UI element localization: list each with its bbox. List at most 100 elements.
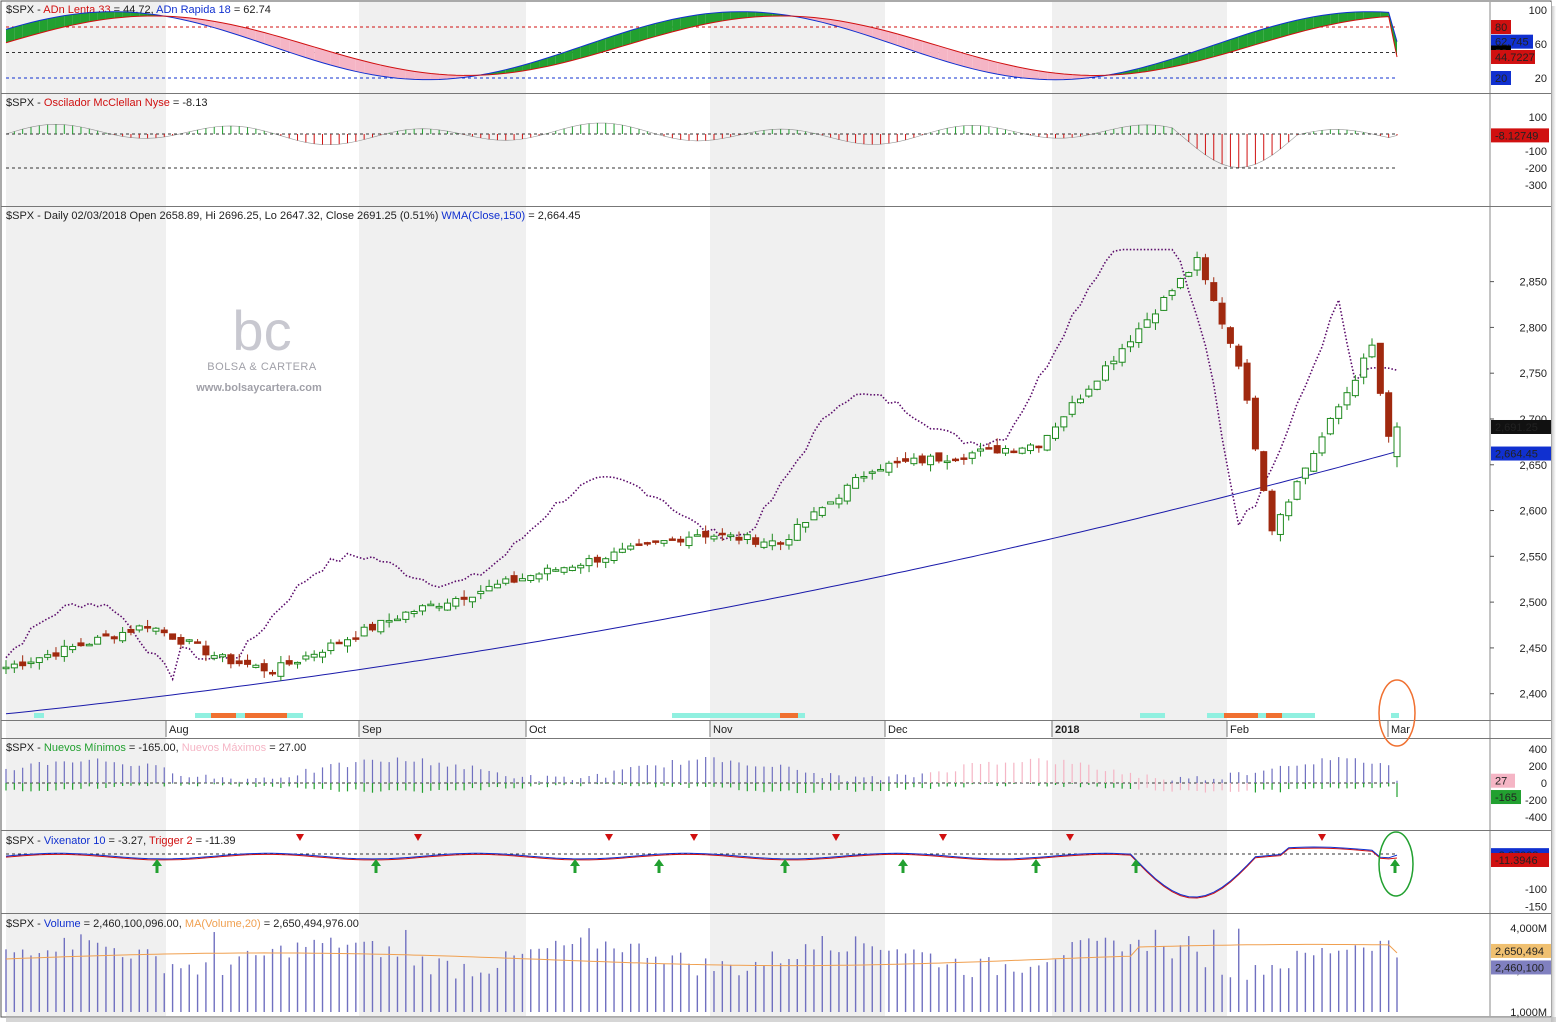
sell-arrow xyxy=(1066,834,1074,841)
candle-body xyxy=(877,468,885,472)
adn-fill xyxy=(863,25,873,38)
candle-body xyxy=(777,542,785,545)
nuevos-tick-label: -400 xyxy=(1525,812,1547,824)
candle-body xyxy=(1201,257,1209,281)
candle-body xyxy=(1235,345,1243,367)
candle-body xyxy=(169,633,177,640)
frame-shadow-right xyxy=(1551,6,1556,1022)
adn-fill xyxy=(655,21,665,37)
candle-body xyxy=(235,660,243,665)
candle-body xyxy=(252,664,260,668)
candle-body xyxy=(735,536,743,541)
price-tick-label: 2,650 xyxy=(1519,460,1547,472)
adn-fill xyxy=(547,55,556,67)
candle-body xyxy=(793,523,801,541)
vixenator-line xyxy=(5,846,1398,898)
candle-body xyxy=(360,626,368,637)
adn-fill xyxy=(680,16,690,30)
adn-fill xyxy=(55,15,65,29)
nuevos-tick-label: -200 xyxy=(1525,795,1547,807)
candle-body xyxy=(10,663,18,669)
adn-fill xyxy=(339,54,348,70)
adn-fill xyxy=(738,11,748,19)
candle-body xyxy=(1276,514,1284,535)
candle-body xyxy=(1310,453,1318,472)
price-tick-label: 2,800 xyxy=(1519,322,1547,334)
adn-fill xyxy=(22,22,31,38)
highlight-ellipse-orange xyxy=(1378,679,1416,747)
adn-fill xyxy=(539,57,548,69)
nuevos-pane: $SPX - Nuevos Mínimos = -165.00, Nuevos … xyxy=(6,742,306,754)
volume-title: $SPX - Volume = 2,460,100,096.00, MA(Vol… xyxy=(6,918,359,930)
adn-fill xyxy=(422,72,431,80)
adn-fill xyxy=(1380,11,1389,18)
candle-body xyxy=(1085,388,1093,397)
buy-arrow-stem xyxy=(657,866,661,873)
nuevos-tick-label: 200 xyxy=(1529,761,1547,773)
candle-body xyxy=(935,452,943,462)
adn-fill xyxy=(730,11,739,20)
mcclellan-pane: $SPX - Oscilador McClellan Nyse = -8.13 xyxy=(6,97,207,109)
candle-body xyxy=(260,663,268,672)
candle-body xyxy=(443,602,451,611)
candle-body xyxy=(102,633,110,637)
adn-fill xyxy=(647,23,656,39)
sell-arrow xyxy=(832,834,840,841)
frame-shadow-bottom xyxy=(6,1017,1556,1022)
adn-fill xyxy=(689,14,698,28)
candle-body xyxy=(977,448,985,452)
candle-body xyxy=(1293,481,1301,500)
candle-body xyxy=(69,645,77,651)
adn-fill xyxy=(597,38,606,54)
nuevos-title: $SPX - Nuevos Mínimos = -165.00, Nuevos … xyxy=(6,742,306,754)
candle-body xyxy=(810,511,818,521)
vixenator-title: $SPX - Vixenator 10 = -3.27, Trigger 2 =… xyxy=(6,835,236,847)
candle-body xyxy=(1010,450,1018,454)
buy-arrow xyxy=(780,859,790,866)
candle-body xyxy=(493,583,501,589)
trigger-badge: -11.3946 xyxy=(1495,855,1538,867)
adn-fill xyxy=(264,32,273,47)
adn-fill xyxy=(1005,64,1014,77)
adn-fill xyxy=(397,68,406,79)
buy-arrow-stem xyxy=(783,866,787,873)
candle-body xyxy=(1051,426,1059,439)
candle-body xyxy=(60,645,68,658)
candle-body xyxy=(1093,380,1101,390)
adn-fill xyxy=(822,18,831,25)
candle-body xyxy=(185,639,193,642)
candle-body xyxy=(52,652,60,657)
buy-arrow xyxy=(654,859,664,866)
candle-body xyxy=(752,537,760,545)
mcc-tick-label: -100 xyxy=(1525,146,1547,158)
candle-body xyxy=(1018,447,1026,454)
candle-body xyxy=(202,645,210,656)
adn-fill xyxy=(1372,11,1381,18)
adn-fill xyxy=(14,24,23,41)
candle-body xyxy=(1185,272,1193,277)
adn-fill xyxy=(997,62,1006,76)
candle-body xyxy=(119,631,127,642)
nuevos-tick-label: 400 xyxy=(1529,744,1547,756)
adn-fill xyxy=(64,14,73,27)
candle-body xyxy=(985,447,993,450)
candle-body xyxy=(1035,445,1043,449)
candle-body xyxy=(227,654,235,665)
adn-fill xyxy=(122,11,131,18)
adn-fill xyxy=(314,46,323,63)
buy-arrow-stem xyxy=(1134,866,1138,873)
adn-fill xyxy=(880,29,889,43)
buy-arrow xyxy=(371,859,381,866)
candle-body xyxy=(368,623,376,631)
watermark-url: www.bolsaycartera.com xyxy=(195,382,322,394)
sell-arrow xyxy=(690,834,698,841)
adn-fill xyxy=(1030,69,1039,80)
candle-body xyxy=(543,567,551,575)
adn-fill xyxy=(47,17,56,32)
adn-fill xyxy=(239,26,248,39)
signal-strip xyxy=(245,713,287,718)
badge-wma-bg xyxy=(1491,446,1551,461)
volume-pane: $SPX - Volume = 2,460,100,096.00, MA(Vol… xyxy=(6,918,359,930)
candle-body xyxy=(319,651,327,658)
